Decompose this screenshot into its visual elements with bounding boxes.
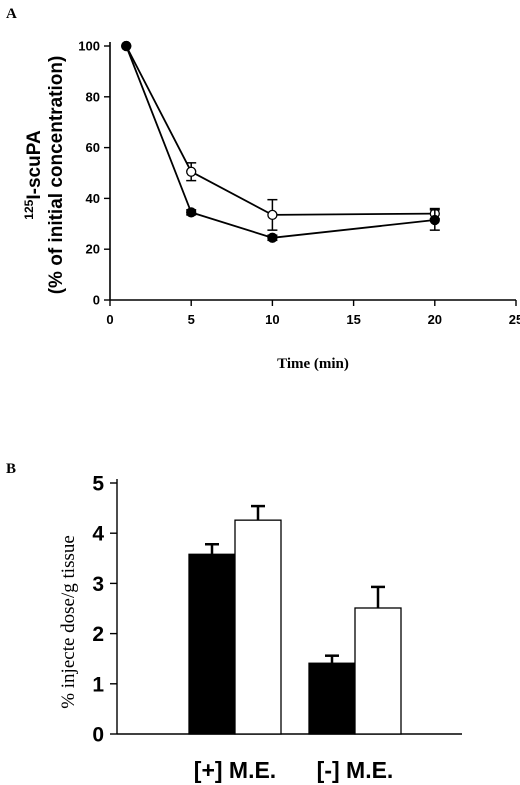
panel-a-x-tick-label: 25 [509, 312, 520, 327]
panel-a-data-point [186, 207, 197, 218]
panel-a-ticks: 0 20 40 60 80 100 0 5 10 15 20 25 [78, 39, 520, 328]
panel-a-y-tick-label: 60 [86, 140, 100, 155]
panel-a-data-point [121, 40, 132, 52]
panel-a-y-tick-label: 20 [86, 242, 100, 257]
panel-b-y-tick-label: 4 [92, 523, 104, 546]
panel-b-bar [308, 662, 356, 735]
panel-b-bar [234, 519, 282, 735]
panel-b-y-tick-label: 0 [92, 724, 104, 747]
panel-b-bar [354, 607, 402, 735]
panel-b-y-tick-label: 3 [92, 573, 104, 596]
panel-b-axes [116, 479, 462, 735]
panel-a-y-axis-label-line2: (% of initial concentration) [46, 56, 67, 295]
panel-a-axes [109, 42, 516, 301]
panel-a-letter: A [6, 6, 17, 22]
panel-b-bar [188, 553, 236, 735]
panel-a-x-axis-label: Time (min) [277, 356, 349, 372]
panel-a-series [121, 40, 440, 243]
panel-b-ticks: 0 1 2 3 4 5 [92, 473, 117, 747]
panel-a-x-tick-label: 5 [188, 312, 195, 327]
panel-a-series-open [121, 40, 440, 231]
panel-a-data-point [267, 232, 278, 243]
panel-a-y-tick-label: 40 [86, 191, 100, 206]
panel-a-x-tick-label: 20 [428, 312, 442, 327]
panel-b-category-label: [-] M.E. [317, 757, 394, 783]
panel-a-x-tick-label: 15 [346, 312, 360, 327]
panel-b-bar-chart: B % injecte dose/g tissue 0 1 2 3 4 5 [+] M.E… [6, 461, 462, 783]
panel-a-x-tick-label: 0 [106, 312, 113, 327]
panel-b-letter: B [6, 461, 16, 477]
panel-a-y-axis-label: 125I-scuPA [22, 130, 45, 220]
panel-a-series-line [125, 45, 435, 239]
panel-a-x-tick-label: 10 [265, 312, 279, 327]
panel-a-y-tick-label: 100 [78, 39, 100, 54]
panel-a-line-chart: A 125I-scuPA (% of initial concentration… [6, 6, 520, 372]
panel-b-categories: [+] M.E. [-] M.E. [194, 757, 394, 783]
panel-b-y-tick-label: 2 [92, 623, 104, 646]
panel-b-y-tick-label: 1 [92, 673, 104, 696]
panel-a-data-point [429, 214, 440, 226]
panel-a-y-tick-label: 80 [86, 89, 100, 104]
panel-b-bars [188, 504, 402, 735]
panel-b-category-label: [+] M.E. [194, 757, 276, 783]
panel-a-series-filled [121, 40, 440, 243]
panel-a-y-tick-label: 0 [93, 293, 100, 308]
panel-a-data-point [267, 209, 278, 221]
panel-b-y-axis-label: % injecte dose/g tissue [58, 535, 79, 709]
panel-a-data-point [186, 166, 197, 177]
panel-a-series-line [125, 45, 435, 216]
panel-b-y-tick-label: 5 [92, 473, 104, 496]
